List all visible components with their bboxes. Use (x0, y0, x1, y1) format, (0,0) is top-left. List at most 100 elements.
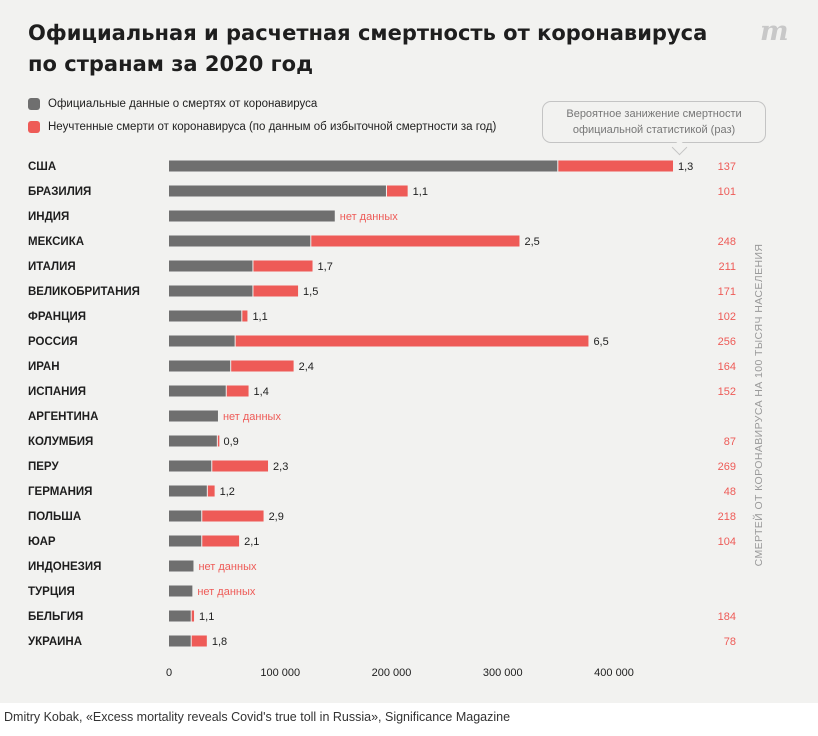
bar-official-польша (169, 510, 202, 522)
bar-unaccounted-сша (558, 160, 674, 172)
bar-chart: США 1,3 137 БРАЗИЛИЯ 1,1 101 ИНДИЯ нет данных МЕ… (28, 160, 736, 679)
ratio-label-польша: 2,9 (269, 511, 284, 523)
country-label-индия: ИНДИЯ (28, 211, 69, 223)
country-label-индонезия: ИНДОНЕЗИЯ (28, 561, 101, 573)
ratio-label-великобритания: 1,5 (303, 286, 318, 298)
bar-official-италия (169, 260, 253, 272)
rate-label-польша: 218 (718, 511, 736, 523)
bar-unaccounted-колумбия (217, 435, 220, 447)
bar-official-перу (169, 460, 212, 472)
ratio-label-иран: 2,4 (299, 361, 314, 373)
chart-card: Официальная и расчетная смертность от ко… (0, 0, 818, 703)
rate-label-бельгия: 184 (718, 611, 736, 623)
x-tick-label-1: 100 000 (260, 667, 300, 679)
bar-official-турция (169, 585, 193, 597)
bar-official-бразилия (169, 185, 386, 197)
nodata-label-аргентина: нет данных (223, 411, 282, 423)
bar-official-великобритания (169, 285, 253, 297)
bar-unaccounted-юар (202, 535, 240, 547)
x-tick-label-2: 200 000 (372, 667, 412, 679)
rate-label-сша: 137 (718, 161, 736, 173)
country-label-франция: ФРАНЦИЯ (28, 311, 86, 323)
ratio-label-бразилия: 1,1 (413, 186, 428, 198)
rate-label-перу: 269 (718, 461, 736, 473)
country-label-украина: УКРАИНА (28, 636, 82, 648)
bar-official-колумбия (169, 435, 217, 447)
bar-unaccounted-франция (242, 310, 248, 322)
legend-label-unaccounted: Неучтенные смерти от коронавируса (по да… (48, 121, 497, 133)
bar-official-юар (169, 535, 202, 547)
rate-label-италия: 211 (718, 261, 736, 273)
bar-unaccounted-германия (207, 485, 215, 497)
bar-official-индонезия (169, 560, 194, 572)
bar-official-бельгия (169, 610, 191, 622)
country-label-мексика: МЕКСИКА (28, 236, 84, 248)
rate-label-колумбия: 87 (724, 436, 736, 448)
country-label-великобритания: ВЕЛИКОБРИТАНИЯ (28, 286, 140, 298)
country-label-италия: ИТАЛИЯ (28, 261, 76, 273)
callout-line-1: Вероятное занижение смертности (566, 108, 742, 120)
country-label-бразилия: БРАЗИЛИЯ (28, 186, 91, 198)
country-label-бельгия: БЕЛЬГИЯ (28, 611, 83, 623)
ratio-label-украина: 1,8 (212, 636, 227, 648)
legend-swatch-official (28, 98, 40, 110)
legend-item-unaccounted: Неучтенные смерти от коронавируса (по да… (28, 121, 496, 133)
rate-label-иран: 164 (718, 361, 736, 373)
rate-label-россия: 256 (718, 336, 736, 348)
ratio-label-сша: 1,3 (678, 161, 693, 173)
bar-official-мексика (169, 235, 311, 247)
bar-official-индия (169, 210, 335, 222)
bar-unaccounted-бельгия (191, 610, 195, 622)
rate-label-украина: 78 (724, 636, 736, 648)
rate-label-мексика: 248 (718, 236, 736, 248)
bar-unaccounted-италия (253, 260, 313, 272)
ratio-label-бельгия: 1,1 (199, 611, 214, 623)
ratio-label-юар: 2,1 (244, 536, 259, 548)
bar-official-аргентина (169, 410, 218, 422)
bar-official-франция (169, 310, 242, 322)
ratio-label-колумбия: 0,9 (224, 436, 239, 448)
rate-label-великобритания: 171 (718, 286, 736, 298)
ratio-label-испания: 1,4 (254, 386, 269, 398)
ratio-label-мексика: 2,5 (524, 236, 539, 248)
country-label-испания: ИСПАНИЯ (28, 386, 86, 398)
ratio-label-франция: 1,1 (252, 311, 267, 323)
country-label-россия: РОССИЯ (28, 336, 78, 348)
x-tick-label-0: 0 (166, 667, 172, 679)
ratio-label-перу: 2,3 (273, 461, 288, 473)
rate-label-германия: 48 (724, 486, 736, 498)
bar-unaccounted-великобритания (253, 285, 299, 297)
country-label-турция: ТУРЦИЯ (28, 586, 75, 598)
bar-unaccounted-бразилия (386, 185, 408, 197)
country-label-иран: ИРАН (28, 361, 60, 373)
bar-unaccounted-испания (226, 385, 249, 397)
bar-unaccounted-россия (235, 335, 589, 347)
bar-unaccounted-иран (231, 360, 294, 372)
country-label-юар: ЮАР (28, 536, 56, 548)
bar-unaccounted-украина (191, 635, 207, 647)
country-label-аргентина: АРГЕНТИНА (28, 411, 98, 423)
rate-label-испания: 152 (718, 386, 736, 398)
bar-official-испания (169, 385, 226, 397)
country-label-колумбия: КОЛУМБИЯ (28, 436, 93, 448)
rate-label-франция: 102 (718, 311, 736, 323)
ratio-callout: Вероятное занижение смертности официальн… (542, 101, 766, 143)
rate-label-юар: 104 (718, 536, 736, 548)
bar-official-россия (169, 335, 235, 347)
nodata-label-индонезия: нет данных (198, 561, 257, 573)
source-caption: Dmitry Kobak, «Excess mortality reveals … (4, 710, 511, 724)
legend-swatch-unaccounted (28, 121, 40, 133)
country-label-польша: ПОЛЬША (28, 511, 81, 523)
nodata-label-турция: нет данных (197, 586, 256, 598)
x-tick-label-4: 400 000 (594, 667, 634, 679)
ratio-label-россия: 6,5 (593, 336, 608, 348)
legend-item-official: Официальные данные о смертях от коронави… (28, 98, 317, 110)
bar-official-сша (169, 160, 558, 172)
bar-official-германия (169, 485, 207, 497)
callout-line-2: официальной статистикой (раз) (572, 124, 736, 136)
legend-label-official: Официальные данные о смертях от коронави… (48, 98, 318, 110)
ratio-label-германия: 1,2 (220, 486, 235, 498)
bar-unaccounted-польша (202, 510, 264, 522)
rate-label-бразилия: 101 (718, 186, 736, 198)
bar-official-иран (169, 360, 231, 372)
